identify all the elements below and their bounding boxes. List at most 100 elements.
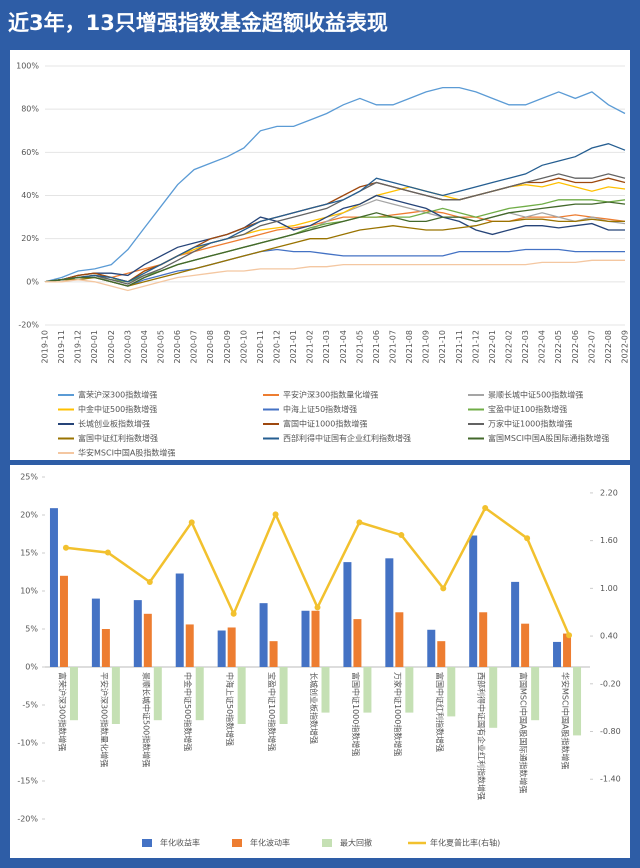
series-line: [44, 194, 625, 283]
series-line: [44, 218, 625, 287]
x-tick-label: 2020-11: [256, 330, 265, 363]
x-tick-label: 西部利得中证国有企业红利指数增强: [477, 672, 487, 800]
y-tick-label: 0%: [25, 663, 38, 672]
x-tick-label: 富荣沪深300指数增强: [57, 672, 67, 751]
sharpe-point: [104, 549, 111, 556]
bar: [217, 630, 226, 667]
x-tick-label: 2021-12: [471, 330, 480, 363]
x-tick-label: 2020-04: [140, 330, 149, 363]
x-tick-label: 中金中证500指数增强: [183, 672, 193, 751]
sharpe-point: [188, 519, 195, 526]
bar: [321, 667, 330, 713]
sharpe-point: [230, 610, 237, 617]
legend-label: 景顺长城中证500指数增强: [488, 390, 583, 400]
y-tick-label: -15%: [17, 777, 38, 786]
bar: [259, 603, 268, 667]
y-tick-label: 10%: [20, 587, 38, 596]
bar: [573, 667, 582, 736]
series-line: [44, 248, 625, 287]
bar: [153, 667, 162, 721]
x-tick-label: 2021-04: [339, 330, 348, 363]
x-tick-label: 2021-10: [438, 330, 447, 363]
y-tick-label: -5%: [22, 701, 38, 710]
x-tick-label: 2021-05: [355, 330, 364, 363]
x-tick-label: 2021-01: [289, 330, 298, 363]
legend-label: 中海上证50指数增强: [283, 404, 357, 414]
series-line: [44, 177, 626, 283]
x-tick-label: 2020-08: [206, 330, 215, 363]
sharpe-point: [356, 519, 363, 526]
sharpe-point: [482, 505, 489, 512]
bar: [69, 667, 78, 721]
y-tick-label: 20%: [21, 234, 39, 243]
y2-tick-label: -1.40: [600, 775, 621, 784]
bar: [227, 627, 236, 667]
bar: [269, 641, 278, 667]
y-tick-label: 25%: [20, 473, 38, 482]
x-tick-label: 2021-09: [422, 330, 431, 363]
x-tick-label: 2021-02: [306, 330, 315, 363]
x-tick-label: 2020-06: [173, 330, 182, 363]
bar: [427, 629, 436, 667]
x-tick-label: 2022-03: [521, 330, 530, 363]
x-tick-label: 2022-04: [538, 330, 547, 363]
x-tick-label: 富国中证1000指数增强: [351, 672, 361, 756]
x-tick-label: 2022-09: [621, 330, 630, 363]
bar: [279, 667, 288, 724]
sharpe-point: [398, 532, 405, 539]
legend-label: 最大回撤: [340, 838, 372, 848]
x-tick-label: 2020-10: [239, 330, 248, 363]
sharpe-point: [314, 604, 321, 611]
y-tick-label: 80%: [21, 105, 39, 114]
y2-tick-label: -0.80: [600, 727, 621, 736]
x-tick-label: 2020-09: [223, 330, 232, 363]
sharpe-point: [566, 632, 573, 639]
sharpe-point: [524, 535, 531, 542]
bar: [385, 558, 394, 667]
legend-swatch: [232, 839, 242, 847]
x-tick-label: 2022-02: [505, 330, 514, 363]
bar: [353, 619, 362, 667]
bar: [405, 667, 414, 713]
series-line: [45, 259, 625, 292]
bar: [185, 624, 194, 667]
bar: [91, 598, 100, 667]
bar: [531, 667, 540, 721]
bar: [343, 562, 352, 667]
series-line: [44, 209, 626, 283]
legend-label: 年化波动率: [250, 838, 290, 848]
y2-tick-label: 1.60: [600, 536, 618, 545]
page-title: 近3年，13只增强指数基金超额收益表现: [8, 11, 388, 35]
legend-label: 富国MSCI中国A股国际通指数增强: [488, 433, 609, 443]
y2-tick-label: 1.00: [600, 584, 618, 593]
y-tick-label: 60%: [21, 148, 39, 157]
bar: [489, 667, 498, 728]
bar: [195, 667, 204, 721]
x-tick-label: 2022-06: [571, 330, 580, 363]
legend-label: 中金中证500指数增强: [78, 404, 157, 414]
x-tick-label: 2022-08: [604, 330, 613, 363]
x-tick-label: 长城创业板指数增强: [309, 672, 319, 744]
x-tick-label: 2020-12: [273, 330, 282, 363]
x-tick-label: 宝盈中证100指数增强: [267, 672, 277, 751]
x-tick-label: 2021-08: [405, 330, 414, 363]
y-tick-label: 0%: [26, 277, 39, 286]
bar: [133, 600, 142, 667]
x-tick-label: 富国中证红利指数增强: [435, 672, 445, 752]
bar: [175, 573, 184, 667]
x-tick-label: 中海上证50指数增强: [225, 672, 235, 746]
legend-label: 西部利得中证国有企业红利指数增强: [283, 433, 411, 443]
y2-tick-label: -0.20: [600, 679, 621, 688]
bar: [363, 667, 372, 713]
sharpe-point: [272, 511, 279, 518]
legend-label: 平安沪深300指数量化增强: [283, 390, 378, 400]
bar: [237, 667, 246, 724]
legend-label: 年化收益率: [160, 838, 200, 848]
legend-label: 长城创业板指数增强: [78, 419, 150, 429]
legend-label: 华安MSCI中国A股指数增强: [78, 448, 175, 458]
bar: [479, 612, 488, 667]
legend-label: 富荣沪深300指数增强: [78, 390, 157, 400]
bar: [49, 508, 58, 667]
bar: [59, 575, 68, 667]
